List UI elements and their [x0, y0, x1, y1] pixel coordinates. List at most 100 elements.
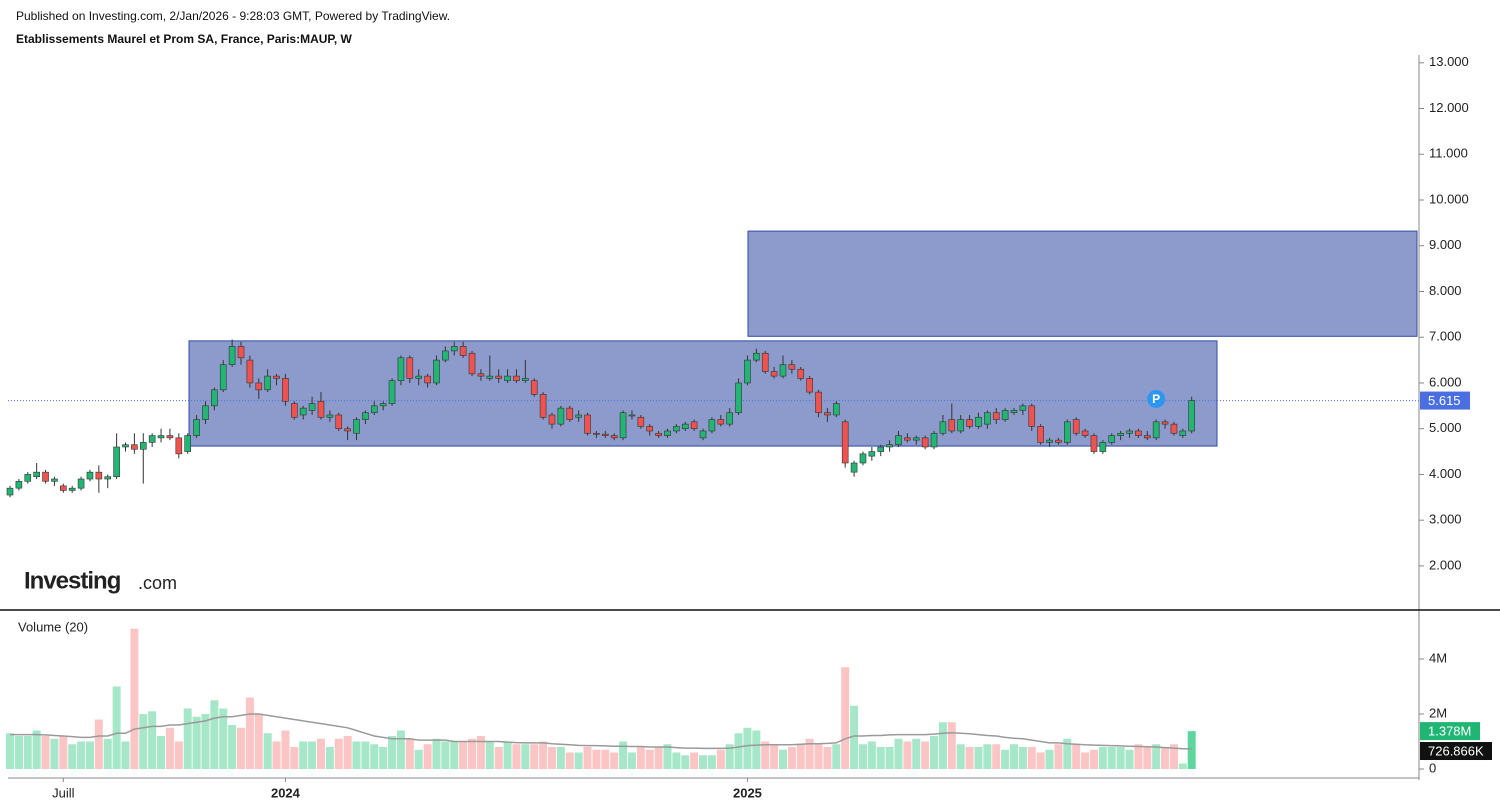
volume-bar [450, 741, 459, 770]
volume-bar [725, 744, 734, 770]
volume-bar [352, 741, 361, 770]
volume-bar [388, 736, 397, 770]
volume-bar [432, 738, 441, 770]
candle-body [530, 380, 538, 395]
candle-body [353, 419, 360, 434]
volume-bar [441, 741, 450, 770]
volume-bar [485, 741, 494, 770]
y-tick-label: 11.000 [1429, 146, 1468, 161]
candle-body [744, 359, 751, 384]
volume-bar [636, 747, 645, 770]
volume-bar [94, 719, 103, 770]
volume-bar [23, 736, 32, 770]
candle-body [424, 375, 431, 384]
y-tick-label: 4.000 [1429, 466, 1462, 481]
candle-body [1117, 432, 1124, 436]
candle-body [637, 416, 645, 427]
candle-body [60, 485, 67, 491]
candle-body [415, 375, 423, 379]
candle-body [33, 471, 40, 478]
candle-body [895, 435, 902, 446]
candle-body [681, 423, 689, 429]
volume-bar [219, 708, 228, 770]
candle-body [619, 412, 627, 439]
candle-body [868, 451, 876, 457]
volume-bar [32, 730, 41, 770]
volume-bar [521, 744, 530, 770]
volume-bar [316, 738, 325, 770]
volume-bar [681, 755, 690, 770]
volume-bar [610, 752, 619, 770]
candle-body [6, 487, 14, 496]
candle-body [1143, 435, 1151, 439]
candle-body [219, 364, 227, 391]
volume-bar [930, 736, 939, 770]
candle-body [1064, 421, 1071, 443]
volume-tick-label: 2M [1429, 705, 1447, 720]
volume-bar [619, 741, 628, 770]
volume-bar [1063, 738, 1072, 770]
candle-body [886, 444, 893, 448]
volume-bar [476, 736, 485, 770]
candle-body [273, 375, 280, 379]
candle-body [513, 375, 520, 381]
candle-body [770, 371, 778, 377]
volume-ma-label-box [1420, 742, 1492, 761]
y-tick-label: 5.000 [1429, 420, 1462, 435]
volume-bar [858, 744, 867, 770]
candle-body [379, 403, 387, 407]
volume-bar [308, 741, 317, 770]
y-tick-label: 2.000 [1429, 557, 1462, 572]
x-tick-label: Juill [52, 785, 75, 800]
candle-body [131, 444, 138, 450]
volume-bar [343, 736, 352, 770]
candle-body [975, 416, 982, 427]
candle-body [299, 407, 307, 416]
candle-body [522, 378, 529, 381]
candle-body [255, 382, 263, 391]
candle-body [228, 346, 236, 365]
candle-body [388, 380, 396, 404]
y-tick-label: 6.000 [1429, 374, 1462, 389]
candle-body [779, 364, 787, 377]
chart-title: Etablissements Maurel et Prom SA, France… [16, 32, 353, 46]
candle-body [912, 437, 920, 441]
volume-bar [743, 727, 752, 770]
candle-body [77, 478, 85, 489]
volume-bar [974, 747, 983, 770]
x-tick-label: 2025 [733, 785, 762, 800]
candle-body [1028, 405, 1036, 427]
volume-bar [139, 714, 148, 770]
volume-bar [752, 730, 761, 770]
candle-body [1072, 419, 1080, 434]
candle-body [264, 375, 271, 391]
volume-tick-label: 0 [1429, 760, 1436, 775]
candle-body [370, 405, 378, 413]
candle-body [308, 403, 316, 411]
candle-body [193, 419, 200, 436]
volume-bar [1161, 747, 1170, 770]
candle-body [557, 407, 565, 425]
volume-bar [272, 741, 281, 770]
volume-bar [14, 736, 23, 770]
x-tick-label: 2024 [271, 785, 301, 800]
volume-bar [565, 752, 574, 770]
candle-body [992, 412, 1000, 420]
volume-bar [903, 741, 912, 770]
candle-body [699, 430, 707, 439]
candle-body [15, 480, 23, 489]
candle-body [957, 419, 964, 432]
marker-label: P [1152, 392, 1160, 406]
candle-body [104, 476, 112, 480]
published-note: Published on Investing.com, 2/Jan/2026 -… [16, 9, 450, 23]
logo-name: Investing [24, 567, 121, 594]
volume-bar [841, 667, 850, 770]
volume-bar [867, 741, 876, 770]
volume-bar [1027, 747, 1036, 770]
volume-bar [992, 744, 1001, 770]
candle-body [282, 378, 289, 402]
candle-body [788, 364, 796, 370]
volume-bar [405, 738, 414, 770]
volume-bar [1072, 744, 1081, 770]
